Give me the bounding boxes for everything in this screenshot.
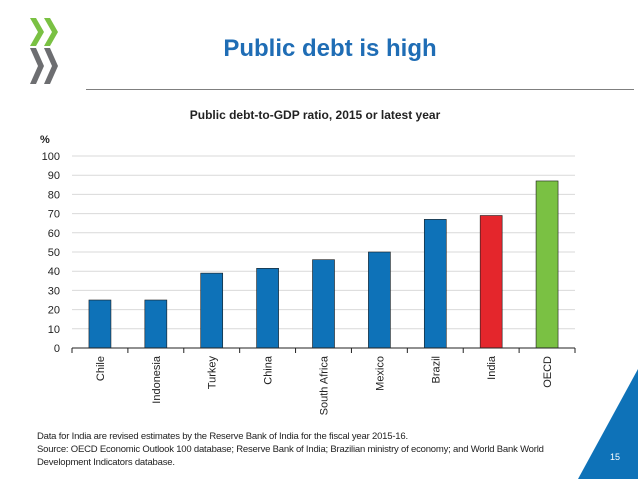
note-source-line2: Development Indicators database. — [37, 457, 175, 468]
y-tick-label: 30 — [48, 285, 60, 297]
bar-south-africa — [312, 259, 335, 349]
note-india: Data for India are revised estimates by … — [37, 431, 408, 442]
x-category-label: Brazil — [430, 356, 442, 384]
logo-chevron-4 — [44, 48, 58, 84]
logo-chevron-3 — [30, 48, 44, 84]
bar-oecd — [535, 180, 559, 349]
logo-chevron-1 — [30, 18, 44, 46]
y-tick-label: 20 — [48, 305, 60, 317]
y-tick-label: 100 — [42, 151, 60, 163]
x-category-label: OECD — [542, 356, 554, 388]
logo-chevron-2 — [44, 18, 58, 46]
chart-title: Public debt-to-GDP ratio, 2015 or latest… — [189, 108, 441, 122]
oecd-logo — [30, 18, 58, 84]
bar-mexico — [368, 251, 391, 349]
bar-indonesia — [144, 299, 168, 349]
bar-turkey — [200, 272, 224, 349]
x-category-label: Indonesia — [151, 355, 163, 404]
page-number: 15 — [610, 452, 621, 462]
x-category-label: Chile — [95, 356, 107, 381]
note-source-line1: Source: OECD Economic Outlook 100 databa… — [37, 444, 544, 455]
title-divider — [86, 89, 634, 90]
x-category-label: South Africa — [319, 355, 331, 415]
y-tick-label: 60 — [48, 228, 60, 240]
y-tick-label: 80 — [48, 189, 60, 201]
y-tick-label: 0 — [54, 343, 60, 355]
bar-brazil — [423, 219, 447, 349]
debt-bar-chart: % 0 10 20 30 40 50 60 70 80 90 100 Chile Indonesia T… — [40, 134, 576, 415]
x-category-label: China — [263, 355, 275, 385]
bar-chile — [88, 299, 112, 349]
x-category-label: India — [486, 355, 498, 380]
y-tick-label: 10 — [48, 324, 60, 336]
slide-title: Public debt is high — [223, 35, 437, 62]
y-axis-unit-label: % — [40, 134, 50, 146]
y-tick-label: 50 — [48, 247, 60, 259]
bar-india — [479, 215, 503, 349]
y-tick-label: 90 — [48, 170, 60, 182]
y-tick-label: 70 — [48, 209, 60, 221]
y-tick-label: 40 — [48, 266, 60, 278]
x-category-label: Mexico — [374, 356, 386, 391]
bar-china — [256, 268, 279, 349]
corner-decoration — [578, 369, 638, 479]
x-category-label: Turkey — [207, 356, 219, 390]
